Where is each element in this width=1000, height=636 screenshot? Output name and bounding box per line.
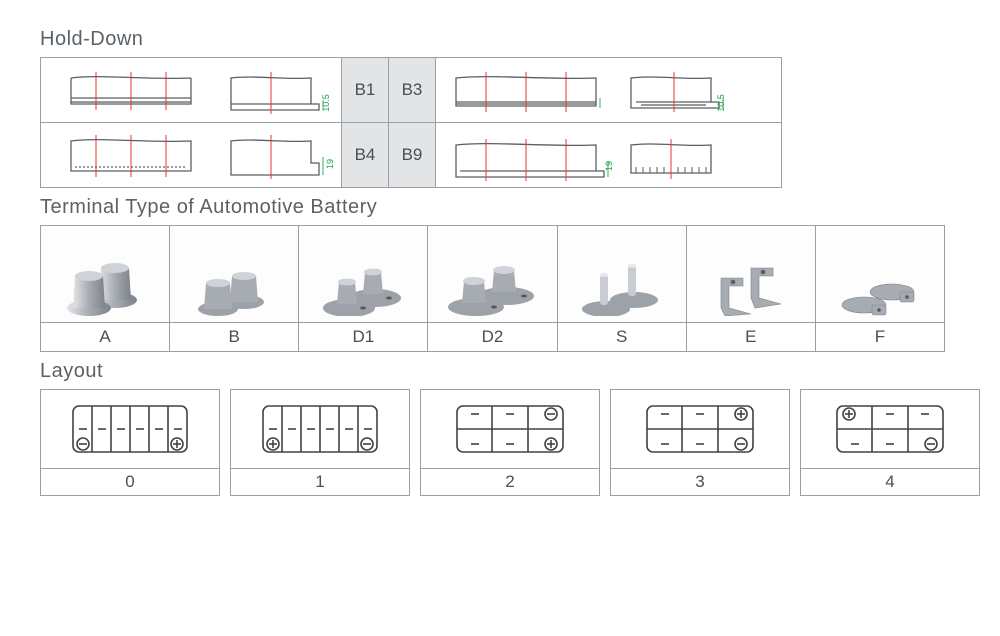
layout-diagram-0: [41, 390, 219, 468]
hold-down-dim-right: 19: [604, 161, 614, 171]
terminal-label: F: [816, 322, 944, 351]
layout-cell: 2: [420, 389, 600, 496]
hold-down-diagram-left: 10.5: [41, 58, 342, 122]
hold-down-title: Hold-Down: [40, 28, 960, 51]
terminal-cell: D2: [427, 225, 557, 352]
hold-down-row: 10.5 B1 B3 10.5: [41, 58, 781, 123]
terminal-icon-round-tall: [41, 226, 169, 322]
terminal-title: Terminal Type of Automotive Battery: [40, 196, 960, 219]
layout-row: 0 1: [40, 389, 980, 496]
layout-diagram-2: [421, 390, 599, 468]
hold-down-dim-left: 10.5: [321, 94, 331, 112]
terminal-cell: A: [40, 225, 170, 352]
hold-down-diagram-left: 19: [41, 123, 342, 187]
terminal-icon-oval-flat-tab: [428, 226, 556, 322]
hold-down-code: B3: [389, 58, 436, 122]
layout-cell: 0: [40, 389, 220, 496]
layout-diagram-4: [801, 390, 979, 468]
layout-diagram-3: [611, 390, 789, 468]
terminal-icon-round-short: [170, 226, 298, 322]
terminal-cell: F: [815, 225, 945, 352]
hold-down-dim-right: 10.5: [716, 94, 726, 112]
terminal-cell: S: [557, 225, 687, 352]
hold-down-table: 10.5 B1 B3 10.5: [40, 57, 782, 188]
layout-cell: 3: [610, 389, 790, 496]
hold-down-code: B4: [342, 123, 389, 187]
terminal-row: A B: [40, 225, 945, 352]
terminal-label: D1: [299, 322, 427, 351]
terminal-icon-oval-flat: [299, 226, 427, 322]
hold-down-code: B1: [342, 58, 389, 122]
terminal-icon-l-bracket: [687, 226, 815, 322]
terminal-label: B: [170, 322, 298, 351]
hold-down-row: 19 B4 B9: [41, 123, 781, 187]
layout-title: Layout: [40, 360, 960, 383]
terminal-label: A: [41, 322, 169, 351]
terminal-label: S: [558, 322, 686, 351]
hold-down-diagram-right: 10.5: [436, 58, 736, 122]
layout-label: 4: [801, 468, 979, 495]
terminal-cell: B: [169, 225, 299, 352]
terminal-cell: D1: [298, 225, 428, 352]
terminal-label: D2: [428, 322, 556, 351]
layout-label: 0: [41, 468, 219, 495]
terminal-label: E: [687, 322, 815, 351]
layout-label: 2: [421, 468, 599, 495]
layout-cell: 4: [800, 389, 980, 496]
hold-down-code: B9: [389, 123, 436, 187]
hold-down-dim-left: 19: [325, 159, 335, 169]
layout-diagram-1: [231, 390, 409, 468]
hold-down-diagram-right: 19: [436, 123, 736, 187]
layout-label: 3: [611, 468, 789, 495]
terminal-cell: E: [686, 225, 816, 352]
terminal-icon-flat-tab: [816, 226, 944, 322]
terminal-icon-stud-flat: [558, 226, 686, 322]
layout-cell: 1: [230, 389, 410, 496]
layout-label: 1: [231, 468, 409, 495]
